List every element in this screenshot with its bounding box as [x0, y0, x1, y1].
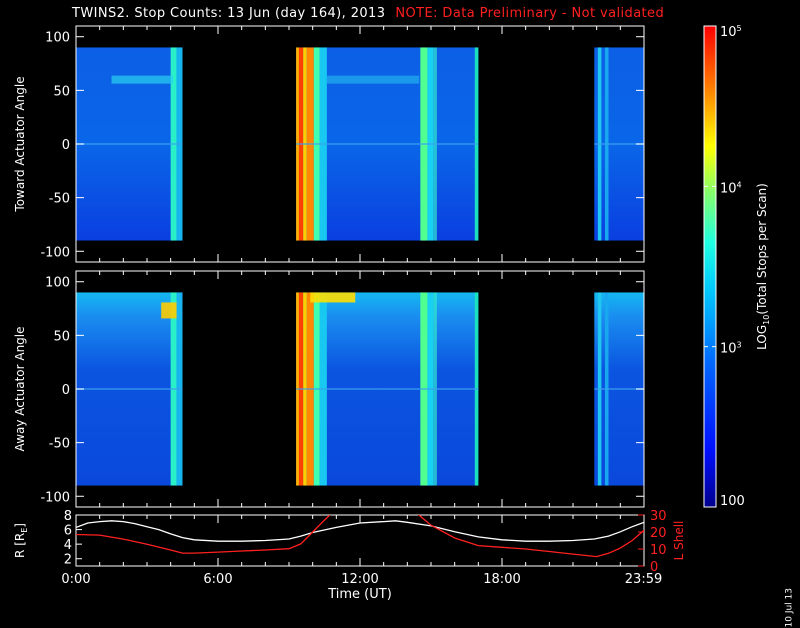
hotspot	[310, 292, 356, 303]
y2-tick-label: 20	[650, 526, 667, 541]
zero-band	[594, 143, 644, 145]
y-tick-label: 50	[53, 329, 70, 344]
radius-line	[76, 520, 644, 542]
y-tick-label: 6	[64, 524, 72, 539]
x-tick-label: 12:00	[341, 572, 378, 587]
band	[326, 75, 420, 84]
y-tick-label: 0	[62, 138, 70, 153]
zero-band	[76, 388, 183, 390]
colorbar-tick-label: 100	[720, 494, 745, 509]
colorbar-tick-label: 105	[720, 24, 742, 40]
zero-band	[296, 388, 479, 390]
y-tick-label: 100	[45, 276, 70, 291]
y2-tick-label: 10	[650, 543, 667, 558]
hotspot	[161, 302, 177, 319]
x-axis-label: Time (UT)	[327, 587, 392, 600]
y-tick-label: 50	[53, 84, 70, 99]
y-tick-label: 8	[64, 509, 72, 524]
band	[111, 75, 174, 84]
y-tick-label: 4	[64, 538, 72, 553]
y-tick-label: 100	[45, 31, 70, 46]
x-tick-label: 0:00	[61, 572, 90, 587]
zero-band	[594, 388, 644, 390]
y-axis-label: Toward Actuator Angle	[13, 76, 27, 212]
y2-axis-label: L Shell	[672, 521, 686, 561]
y-tick-label: -100	[40, 490, 70, 505]
y-tick-label: 2	[64, 553, 72, 568]
x-tick-label: 23:59	[625, 572, 662, 587]
x-tick-label: 18:00	[483, 572, 520, 587]
y-tick-label: -50	[49, 192, 70, 207]
date-stamp: 10 Jul 13	[784, 588, 794, 628]
colorbar-tick-label: 104	[720, 180, 742, 196]
title-note: NOTE: Data Preliminary - Not validated	[395, 6, 665, 21]
colorbar-gradient	[703, 25, 717, 508]
y-tick-label: -100	[40, 245, 70, 260]
x-tick-label: 6:00	[203, 572, 232, 587]
heatmap-panel-1: 100 50 0 -50 -100 Toward Actuator Angle	[13, 25, 645, 263]
colorbar-label: LOG10(Total Stops per Scan)	[755, 183, 771, 350]
chart-title: TWINS2. Stop Counts: 13 Jun (day 164), 2…	[72, 6, 664, 21]
colorbar: 105 104 103 100 LOG10(Total Stops per Scan)	[703, 24, 771, 509]
zero-band	[76, 143, 183, 145]
y-axis-label: R [RE]	[13, 523, 29, 558]
y-tick-label: 0	[62, 383, 70, 398]
y-tick-label: -50	[49, 437, 70, 452]
heatmap-panel-2: 100 50 0 -50 -100 Away Actuator Angle	[13, 270, 645, 508]
lshell-line	[76, 515, 644, 558]
y-axis-label: Away Actuator Angle	[13, 326, 27, 451]
title-main: TWINS2. Stop Counts: 13 Jun (day 164), 2…	[72, 6, 386, 21]
y2-tick-label: 0	[650, 560, 658, 575]
colorbar-tick-label: 103	[720, 341, 742, 357]
zero-band	[296, 143, 479, 145]
y2-tick-label: 30	[650, 509, 667, 524]
